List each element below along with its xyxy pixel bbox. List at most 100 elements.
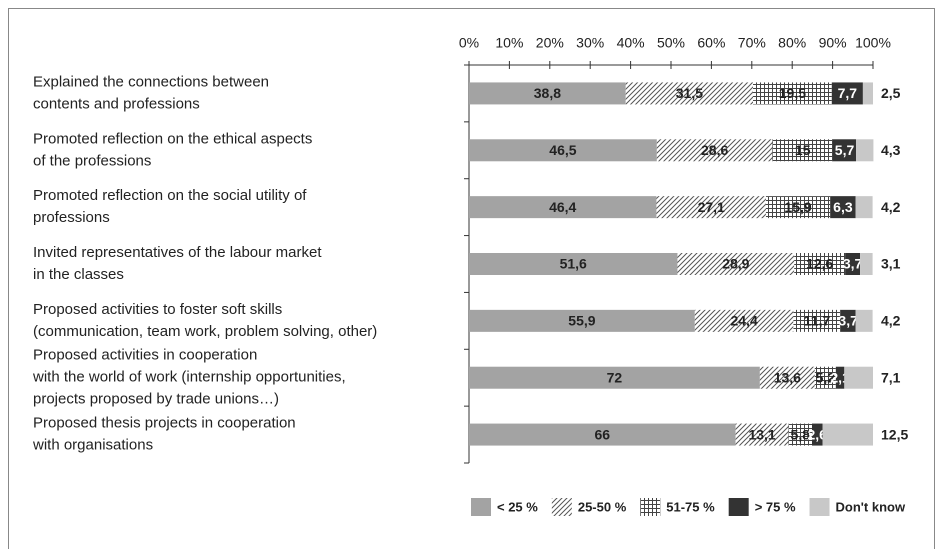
value-label: 5,8 [791, 426, 811, 442]
x-tick-label: 10% [495, 35, 523, 51]
category-label: Proposed thesis projects in cooperation [33, 415, 296, 432]
bar-segment [788, 423, 812, 446]
bar-segment [469, 82, 626, 105]
category-label: professions [33, 209, 110, 226]
value-label: 46,5 [549, 142, 576, 158]
bar-segment [735, 423, 789, 446]
bar-segment [469, 253, 678, 275]
bar-segment [822, 423, 873, 446]
category-label: Invited representatives of the labour ma… [33, 244, 322, 261]
bar-segment [845, 253, 861, 275]
value-label: 19,5 [779, 85, 806, 101]
bar-segment [811, 423, 823, 446]
bar-segment [469, 139, 657, 162]
legend-label: 25-50 % [578, 499, 627, 514]
value-label: 72 [607, 369, 623, 385]
category-label: in the classes [33, 266, 124, 283]
category-label: Promoted reflection on the social utilit… [33, 187, 307, 204]
legend-label: Don't know [836, 499, 906, 514]
value-label: 7,1 [881, 369, 901, 385]
value-label: 51,6 [560, 256, 587, 272]
value-label: 4,2 [881, 313, 901, 329]
value-label: 12,5 [881, 426, 908, 442]
bar-segment [625, 82, 754, 105]
value-label: 66 [595, 426, 611, 442]
value-label: 55,9 [568, 313, 595, 329]
legend-label: 51-75 % [666, 499, 715, 514]
bar-segment [469, 196, 657, 219]
value-label: 12,6 [806, 256, 833, 272]
bar-segment [677, 253, 795, 275]
value-label: 5,2 [816, 369, 836, 385]
x-tick-label: 60% [697, 35, 725, 51]
value-label: 28,6 [701, 142, 728, 158]
legend-label: < 25 % [497, 499, 538, 514]
value-label: 3,7 [838, 313, 858, 329]
x-tick-label: 70% [738, 35, 766, 51]
bar-segment [830, 196, 856, 219]
value-label: 11,7 [804, 313, 831, 329]
bar-segment [765, 196, 831, 219]
frame [8, 8, 935, 549]
legend-label: > 75 % [755, 499, 796, 514]
bar-segment [833, 139, 857, 162]
bar-segment [862, 82, 873, 105]
category-label: Explained the connections between [33, 73, 269, 90]
bar-segment [855, 196, 873, 219]
x-tick-label: 100% [855, 35, 891, 51]
bar-segment [656, 139, 773, 162]
value-label: 15,9 [784, 199, 811, 215]
bar-segment [844, 366, 873, 389]
category-label: with organisations [32, 437, 153, 454]
value-label: 4,3 [881, 142, 901, 158]
bar-segment [694, 309, 794, 332]
category-label: Proposed activities in cooperation [33, 347, 257, 364]
category-label: contents and professions [33, 95, 200, 112]
value-label: 13,1 [748, 426, 775, 442]
category-label: Promoted reflection on the ethical aspec… [33, 130, 312, 147]
bar-segment [794, 253, 846, 275]
legend-swatch [640, 498, 661, 516]
value-label: 2,5 [881, 85, 901, 101]
value-label: 28,9 [722, 256, 749, 272]
bar-segment [759, 366, 815, 389]
bar-segment [793, 309, 841, 332]
bar-segment [831, 82, 863, 105]
value-label: 13,6 [774, 369, 801, 385]
bar-segment [469, 423, 736, 446]
bar-segment [656, 196, 766, 219]
legend-swatch [551, 498, 572, 516]
value-label: 46,4 [549, 199, 576, 215]
bar-segment [772, 139, 834, 162]
bar-segment [814, 366, 836, 389]
x-tick-label: 30% [576, 35, 604, 51]
value-label: 24,4 [730, 313, 757, 329]
value-label: 5,7 [835, 142, 855, 158]
x-tick-label: 50% [657, 35, 685, 51]
value-label: 15 [795, 142, 811, 158]
legend-swatch [471, 498, 491, 516]
value-label: 4,2 [881, 199, 901, 215]
bar-segment [840, 309, 856, 332]
x-tick-label: 0% [459, 35, 479, 51]
category-label: projects proposed by trade unions…) [33, 391, 279, 408]
x-tick-label: 20% [536, 35, 564, 51]
value-label: 6,3 [833, 199, 853, 215]
category-label: of the professions [33, 152, 151, 169]
bar-segment [860, 253, 873, 275]
bar-segment [753, 82, 832, 105]
value-label: 7,7 [838, 85, 858, 101]
category-label: with the world of work (internship oppor… [32, 369, 346, 386]
bar-segment [469, 366, 760, 389]
bar-segment [855, 309, 873, 332]
value-label: 31,5 [676, 85, 703, 101]
value-label: 38,8 [534, 85, 561, 101]
x-tick-label: 80% [778, 35, 806, 51]
legend-swatch [809, 498, 830, 516]
category-label: (communication, team work, problem solvi… [33, 323, 377, 340]
value-label: 3,7 [843, 256, 863, 272]
category-label: Proposed activities to foster soft skill… [33, 301, 282, 318]
x-tick-label: 90% [819, 35, 847, 51]
value-label: 3,1 [881, 256, 901, 272]
